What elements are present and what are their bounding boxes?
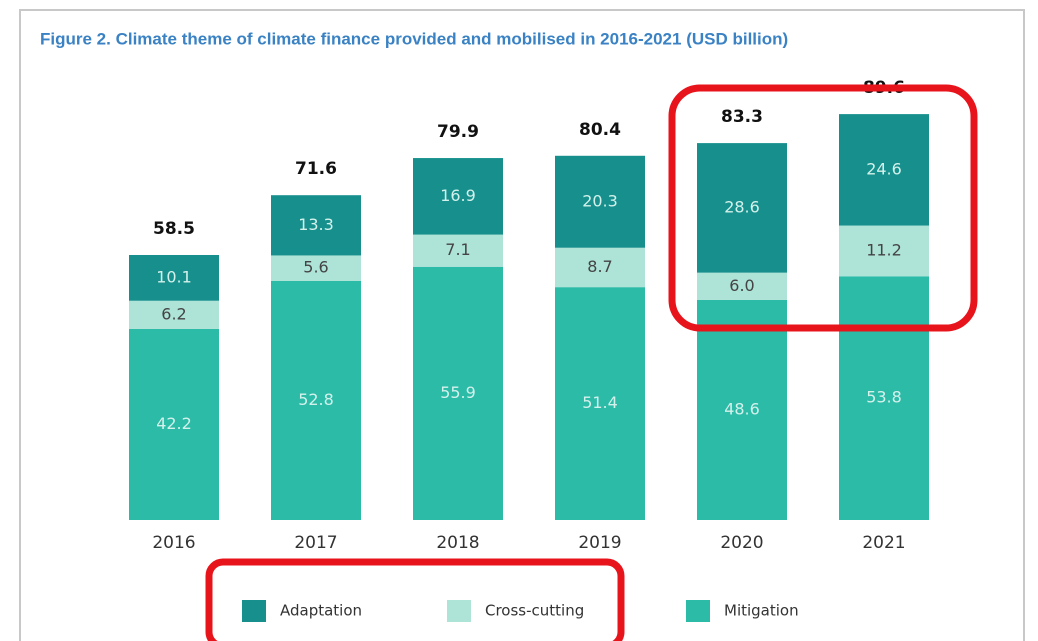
bar-segment: [555, 155, 645, 248]
bar-segment: [839, 114, 929, 226]
plot: 42.2 6.2 10.1 58.5 2016 52.8 5.6 13.3 71.6 2017 55…: [129, 78, 929, 622]
data-label: 55.9: [440, 383, 476, 402]
data-label: 10.1: [156, 267, 192, 286]
legend-swatch: [686, 600, 710, 622]
data-label: 28.6: [724, 197, 760, 216]
bar-segment: [271, 280, 361, 520]
total-label: 71.6: [295, 159, 337, 179]
data-label: 42.2: [156, 414, 192, 433]
data-label: 5.6: [303, 258, 328, 277]
total-label: 83.3: [721, 107, 763, 127]
bar-segment: [697, 143, 787, 273]
legend-swatch: [242, 600, 266, 622]
bar-segment: [413, 158, 503, 235]
bar-segment: [697, 299, 787, 520]
data-label: 8.7: [587, 257, 612, 276]
data-label: 48.6: [724, 399, 760, 418]
bar-segment: [129, 328, 219, 520]
data-label: 53.8: [866, 388, 902, 407]
data-label: 51.4: [582, 393, 618, 412]
x-tick-label: 2019: [578, 533, 621, 553]
bar-segment: [839, 276, 929, 520]
data-label: 13.3: [298, 215, 334, 234]
x-tick-label: 2020: [720, 533, 763, 553]
legend-swatch: [447, 600, 471, 622]
x-tick-label: 2021: [862, 533, 905, 553]
bar-segment: [839, 225, 929, 277]
total-label: 80.4: [579, 120, 621, 140]
data-label: 52.8: [298, 390, 334, 409]
legend-label: Cross-cutting: [485, 602, 584, 620]
bar-segment: [413, 266, 503, 520]
data-label: 6.0: [729, 276, 754, 295]
bar-segment: [129, 254, 219, 301]
data-label: 11.2: [866, 240, 902, 259]
bar-segment: [413, 234, 503, 267]
data-label: 7.1: [445, 240, 470, 259]
total-label: 79.9: [437, 122, 479, 142]
data-label: 24.6: [866, 159, 902, 178]
bar-segment: [697, 272, 787, 300]
chart-title: Figure 2. Climate theme of climate finan…: [40, 29, 788, 48]
data-label: 20.3: [582, 191, 618, 210]
bar-segment: [555, 287, 645, 520]
bar-segment: [555, 247, 645, 288]
legend-label: Adaptation: [280, 602, 362, 620]
bar-segment: [129, 300, 219, 329]
data-label: 6.2: [161, 304, 186, 323]
total-label: 58.5: [153, 219, 195, 239]
legend-label: Mitigation: [724, 602, 799, 620]
highlight-box: [205, 558, 625, 641]
x-tick-label: 2018: [436, 533, 479, 553]
x-tick-label: 2017: [294, 533, 337, 553]
x-tick-label: 2016: [152, 533, 195, 553]
bar-segment: [271, 195, 361, 256]
bar-segment: [271, 255, 361, 281]
highlight-box: [668, 84, 978, 332]
data-label: 16.9: [440, 186, 476, 205]
